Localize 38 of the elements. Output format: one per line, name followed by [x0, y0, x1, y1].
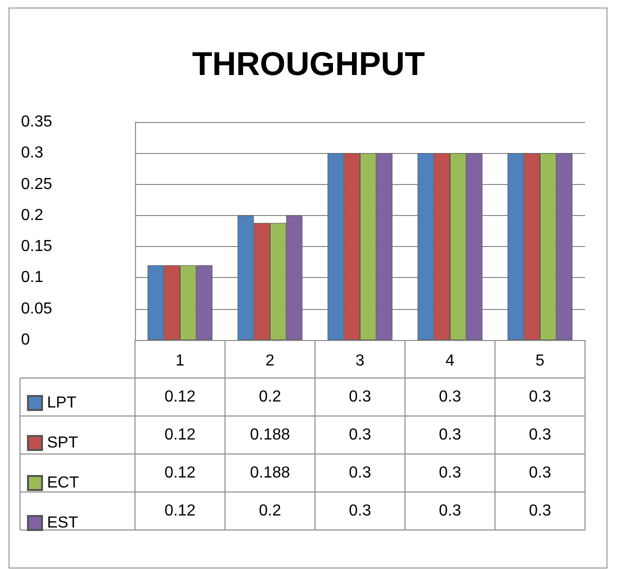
y-tick-label: 0.05: [21, 300, 52, 318]
y-tick-label: 0.35: [21, 114, 52, 130]
data-label: 0.12: [164, 426, 196, 444]
x-tick-label: 2: [266, 352, 275, 370]
data-label: 0.2: [258, 388, 282, 406]
y-tick-label: 0.1: [21, 269, 44, 286]
data-label: 0.3: [438, 464, 462, 482]
data-label: 0.188: [250, 426, 290, 444]
x-tick-label: 5: [536, 352, 545, 370]
y-tick-label: 0.25: [21, 176, 52, 193]
data-label: 0.3: [438, 502, 462, 520]
data-label: 0.3: [348, 502, 372, 520]
data-label: 0.188: [250, 464, 290, 482]
data-label: 0.3: [348, 388, 372, 406]
data-label: 0.3: [438, 426, 462, 444]
data-label: 0.2: [258, 502, 282, 520]
y-tick-label: 0.15: [21, 238, 52, 256]
data-label: 0.3: [528, 388, 552, 406]
legend-label: ECT: [47, 474, 80, 492]
legend-label: LPT: [47, 394, 77, 412]
y-tick-label: 0.2: [21, 206, 44, 224]
chart-title: THROUGHPUT: [192, 45, 425, 82]
data-label: 0.12: [164, 388, 196, 406]
data-label: 0.3: [348, 426, 372, 444]
x-tick-label: 4: [446, 352, 455, 370]
data-label: 0.12: [164, 502, 196, 520]
y-tick-label: 0: [21, 332, 30, 348]
data-label: 0.3: [528, 464, 552, 482]
data-label: 0.3: [528, 426, 552, 444]
data-label: 0.12: [164, 464, 196, 482]
data-label: 0.3: [438, 388, 462, 406]
data-label: 0.3: [528, 502, 552, 520]
x-tick-label: 3: [356, 352, 365, 370]
y-tick-label: 0.3: [21, 144, 44, 162]
data-label: 0.3: [348, 464, 372, 482]
legend-label: EST: [47, 514, 78, 532]
legend-label: SPT: [47, 434, 78, 452]
x-tick-label: 1: [176, 352, 185, 370]
